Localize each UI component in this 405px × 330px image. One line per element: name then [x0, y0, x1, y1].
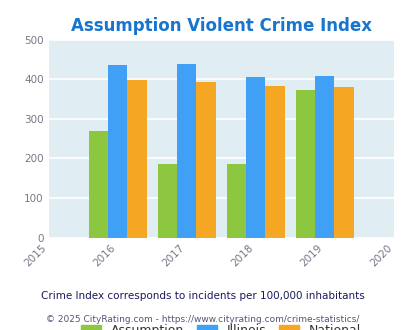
Bar — [314, 76, 334, 238]
Bar — [226, 164, 245, 238]
Bar — [177, 64, 196, 238]
Bar — [158, 164, 177, 238]
Bar — [89, 131, 108, 238]
Bar — [196, 82, 215, 238]
Bar — [295, 90, 314, 238]
Bar — [127, 80, 146, 238]
Title: Assumption Violent Crime Index: Assumption Violent Crime Index — [70, 17, 371, 35]
Bar — [108, 65, 127, 238]
Text: © 2025 CityRating.com - https://www.cityrating.com/crime-statistics/: © 2025 CityRating.com - https://www.city… — [46, 315, 359, 324]
Text: Crime Index corresponds to incidents per 100,000 inhabitants: Crime Index corresponds to incidents per… — [41, 291, 364, 301]
Bar — [265, 86, 284, 238]
Bar — [334, 87, 353, 238]
Legend: Assumption, Illinois, National: Assumption, Illinois, National — [76, 319, 365, 330]
Bar — [245, 77, 265, 238]
